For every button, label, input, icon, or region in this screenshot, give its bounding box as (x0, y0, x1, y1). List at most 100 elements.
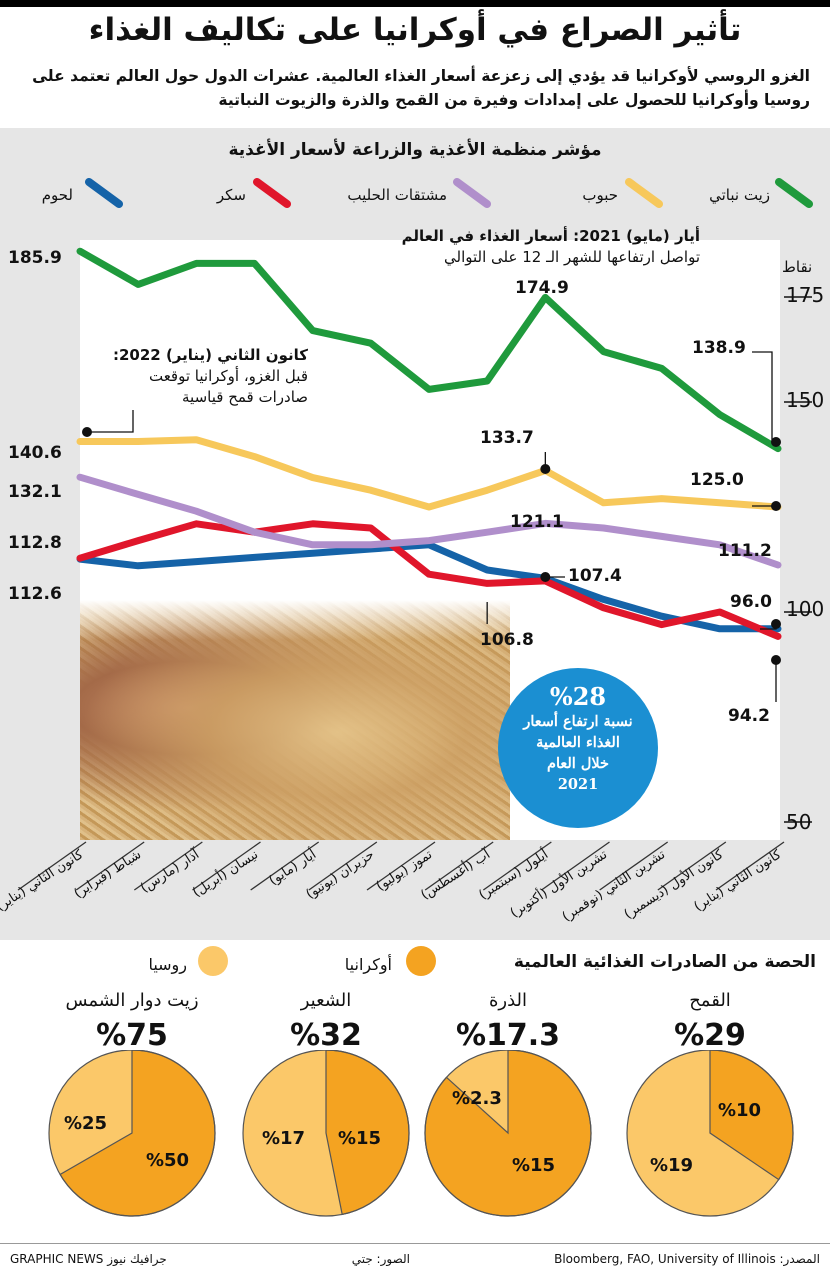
value-label-vegoil-start: 185.9 (8, 248, 62, 268)
legend-label-russia: روسيا (148, 955, 187, 974)
x-tick-mark (482, 841, 552, 891)
value-label-dairy-peak: 121.1 (510, 512, 564, 532)
pie-name-sunflower-oil: زيت دوار الشمس (65, 990, 199, 1011)
pie-label-wheat-ukraine: %10 (718, 1100, 762, 1121)
pie-label-wheat-russia: %19 (650, 1155, 694, 1176)
x-tick-mark (715, 841, 785, 891)
pie-name-corn: الذرة (488, 990, 528, 1011)
legend-dot-russia (198, 946, 228, 976)
circle-percentage: %28 (549, 682, 607, 711)
x-tick-mark (424, 841, 494, 891)
legend-label-dairy: مشتقات الحليب (347, 186, 447, 204)
leader-dot-cereals-end (771, 501, 781, 511)
pie-outline-corn (424, 1050, 592, 1217)
x-tick-mark (599, 841, 669, 891)
y-tick-175: 175 (786, 283, 825, 307)
footer-source: المصدر: Bloomberg, FAO, University of Il… (554, 1252, 820, 1266)
line-chart-svg (17, 247, 812, 891)
value-label-vegoil-end: 138.9 (692, 338, 746, 358)
y-tick-50: 50 (786, 810, 812, 834)
pie-label-sunflower-ukraine: %50 (146, 1150, 190, 1171)
legend-swatch-cereals (625, 178, 663, 208)
photo-fade (80, 600, 510, 640)
leader-dot-jan (82, 427, 92, 437)
legend-swatch-dairy (453, 178, 491, 208)
leader-dot-sugar-sep (540, 572, 551, 582)
value-label-cereals-start: 140.6 (8, 443, 62, 463)
value-label-sugar-sep: 107.4 (568, 566, 622, 586)
legend-label-ukraine: أوكرانيا (344, 955, 392, 974)
annotation-jan-body1: قبل الغزو، أوكرانيا توقعت (148, 367, 308, 385)
leader-dot-meat-end (771, 619, 781, 629)
x-tick-mark (75, 841, 145, 891)
value-label-cereals-peak: 133.7 (480, 428, 534, 448)
pies-title: الحصة من الصادرات الغذائية العالمية (513, 952, 816, 972)
series-line-sugar (76, 520, 782, 640)
annotation-may-2021: أيار (مايو) 2021: أسعار الغذاء في العالم… (280, 226, 700, 268)
legend-swatch-vegoil (775, 178, 813, 208)
value-label-vegoil-peak: 174.9 (515, 278, 569, 298)
leader-jan (87, 410, 134, 433)
line-chart-title: مؤشر منظمة الأغذية والزراعة لأسعار الأغذ… (228, 140, 602, 160)
annotation-jan-2022: كانون الثاني (يناير) 2022: قبل الغزو، أو… (88, 345, 308, 408)
annotation-jan-body2: صادرات قمح قياسية (182, 388, 308, 406)
leader-dot-vegoil-end (771, 437, 781, 447)
x-tick-mark (250, 841, 320, 891)
y-tick-100: 100 (786, 597, 825, 621)
pie-label-barley-ukraine: %15 (338, 1128, 382, 1149)
leader-vegoil-end (752, 351, 773, 442)
y-tick-150: 150 (786, 388, 825, 412)
pie-label-sunflower-russia: %25 (64, 1113, 108, 1134)
circle-line-3: خلال العام (546, 755, 610, 772)
footer-brand: GRAPHIC NEWS جرافيك نيوز (10, 1252, 167, 1266)
top-rule (0, 0, 830, 7)
annotation-may-head: أيار (مايو) 2021: أسعار الغذاء في العالم (401, 227, 700, 245)
series-line-cereals (76, 436, 782, 511)
page-subtitle: الغزو الروسي لأوكرانيا قد يؤدي إلى زعزعة… (32, 67, 810, 109)
x-tick-mark (657, 841, 727, 891)
pie-name-barley: الشعير (300, 990, 352, 1011)
footer-photo-credit: الصور: جتي (351, 1252, 410, 1266)
pie-label-corn-ukraine: %15 (512, 1155, 556, 1176)
legend-label-sugar: سكر (216, 186, 246, 204)
pie-outline-sunflower-oil (48, 1050, 216, 1217)
pie-total-sunflower-oil: %75 (96, 1018, 168, 1053)
x-tick-mark (308, 841, 378, 891)
pies-svg (48, 1050, 794, 1217)
leader-dot-sugar-end (771, 655, 781, 665)
x-tick-mark (17, 841, 87, 891)
legend-dot-ukraine (406, 946, 436, 976)
price-rise-circle: %28 نسبة ارتفاع أسعار الغذاء العالمية خل… (498, 668, 658, 828)
pie-label-corn-russia: %2.3 (452, 1088, 502, 1109)
leader-dot-cereals-peak (540, 464, 551, 474)
value-label-sugar-start: 112.8 (8, 533, 62, 553)
series-line-dairy (76, 473, 782, 569)
legend-label-vegoil: زيت نباتي (709, 186, 770, 204)
circle-line-4: 2021 (557, 776, 599, 793)
value-label-dairy-start: 132.1 (8, 482, 62, 502)
pie-total-corn: %17.3 (455, 1018, 561, 1053)
value-label-meat-start: 112.6 (8, 584, 62, 604)
pie-total-wheat: %29 (674, 1018, 746, 1053)
x-tick-mark (541, 841, 610, 891)
value-label-dairy-end: 111.2 (718, 541, 772, 561)
annotation-jan-head: كانون الثاني (يناير) 2022: (112, 346, 308, 364)
y-axis-unit: نقاط (782, 258, 813, 276)
circle-line-2: الغذاء العالمية (536, 734, 620, 751)
legend-label-meat: لحوم (41, 186, 73, 204)
pie-total-barley: %32 (290, 1018, 362, 1053)
value-label-cereals-end: 125.0 (690, 470, 744, 490)
x-tick-mark (192, 841, 261, 891)
series-line-meat (76, 541, 782, 633)
circle-line-1: نسبة ارتفاع أسعار (523, 713, 633, 730)
x-tick-mark (366, 841, 436, 891)
wheat-hands-photo (80, 600, 510, 840)
legend-swatch-sugar (253, 178, 291, 208)
legend-label-cereals: حبوب (582, 186, 618, 204)
series-line-vegoil (76, 247, 782, 453)
annotation-may-body: تواصل ارتفاعها للشهر الـ 12 على التوالي (444, 248, 700, 266)
value-label-sugar-end: 94.2 (728, 706, 770, 726)
value-label-sugar-aug: 106.8 (480, 630, 534, 650)
pie-label-barley-russia: %17 (262, 1128, 306, 1149)
pie-outline-barley (242, 1050, 410, 1217)
